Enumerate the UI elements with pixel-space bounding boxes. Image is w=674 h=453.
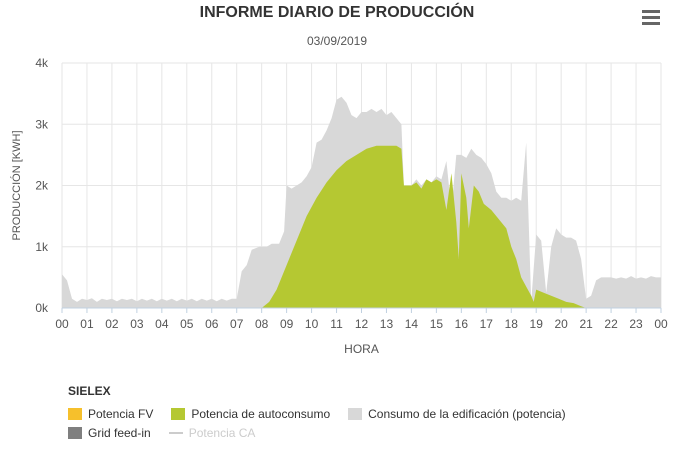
legend-row: Potencia FV Potencia de autoconsumo Consum… — [68, 404, 584, 423]
x-tick-label: 03 — [130, 317, 144, 331]
x-tick-label: 15 — [430, 317, 444, 331]
legend-item[interactable]: Grid feed-in — [68, 426, 151, 440]
legend-label: Consumo de la edificación (potencia) — [368, 406, 566, 421]
x-tick-label: 01 — [80, 317, 94, 331]
y-tick-label: 4k — [35, 56, 49, 70]
x-tick-label: 20 — [554, 317, 568, 331]
x-tick-label: 05 — [180, 317, 194, 331]
y-tick-label: 3k — [35, 117, 49, 131]
x-tick-label: 13 — [380, 317, 394, 331]
legend-row: Grid feed-in Potencia CA — [68, 423, 584, 442]
legend-item[interactable]: Potencia de autoconsumo — [171, 407, 330, 421]
x-tick-label: 00 — [55, 317, 69, 331]
x-tick-label: 21 — [579, 317, 593, 331]
legend-item[interactable]: Consumo de la edificación (potencia) — [348, 406, 566, 421]
x-tick-label: 09 — [280, 317, 294, 331]
x-tick-label: 23 — [629, 317, 643, 331]
y-tick-label: 1k — [35, 240, 49, 254]
legend: SIELEX Potencia FV Potencia de autoconsum… — [68, 384, 584, 442]
legend-swatch — [171, 407, 186, 420]
chart-svg: 00 01 02 03 04 05 06 07 08 09 10 11 12 13 14 15 16 17 18 19… — [10, 56, 668, 356]
x-tick-label: 07 — [230, 317, 244, 331]
x-tick-label: 10 — [305, 317, 319, 331]
chart-title: INFORME DIARIO DE PRODUCCIÓN — [199, 4, 475, 21]
y-axis-title: PRODUCCIÓN [KWH] — [10, 131, 23, 241]
x-tick-label: 00 — [654, 317, 668, 331]
x-tick-label: 08 — [255, 317, 269, 331]
legend-swatch — [168, 431, 183, 434]
legend-item[interactable]: Potencia FV — [68, 407, 153, 421]
x-tick-label: 11 — [330, 317, 343, 331]
legend-label: Grid feed-in — [88, 425, 151, 440]
x-axis-title: HORA — [344, 342, 379, 356]
x-tick-label: 19 — [530, 317, 544, 331]
x-tick-label: 02 — [105, 317, 119, 331]
legend-title: SIELEX — [68, 384, 111, 398]
legend-swatch — [68, 426, 82, 439]
x-tick-label: 06 — [205, 317, 219, 331]
legend-label: Potencia FV — [88, 406, 154, 421]
x-tick-label: 16 — [455, 317, 469, 331]
legend-label: Potencia de autoconsumo — [191, 406, 331, 421]
x-tick-label: 17 — [480, 317, 494, 331]
hamburger-menu-icon[interactable] — [640, 8, 662, 26]
x-tick-label: 14 — [405, 317, 419, 331]
chart-subtitle: 03/09/2019 — [306, 34, 368, 48]
x-tick-label: 12 — [355, 317, 369, 331]
y-tick-label: 0k — [35, 301, 49, 315]
legend-swatch — [68, 407, 82, 420]
x-tick-label: 18 — [505, 317, 519, 331]
legend-rows: Potencia FV Potencia de autoconsumo Consum… — [68, 404, 584, 442]
legend-label: Potencia CA — [188, 425, 256, 440]
y-tick-label: 2k — [35, 179, 49, 193]
legend-item[interactable]: Potencia CA — [168, 425, 256, 440]
x-tick-label: 04 — [155, 317, 169, 331]
area-series-1 — [261, 145, 587, 308]
x-tick-label: 22 — [604, 317, 618, 331]
legend-swatch — [348, 407, 363, 420]
